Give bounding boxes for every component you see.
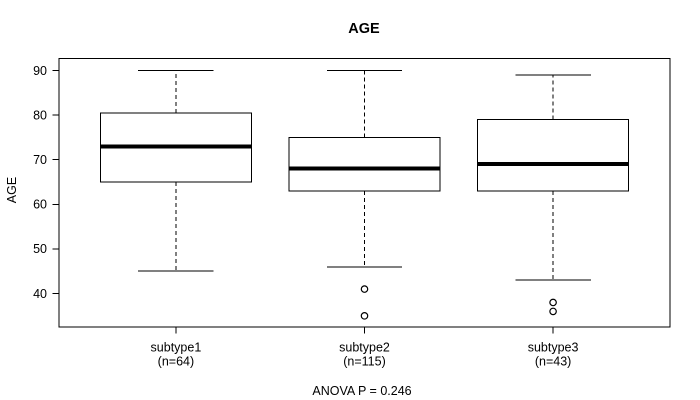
y-tick-label: 70 [33,153,47,167]
boxplot-subtype2 [288,70,441,320]
y-axis: 40 50 60 70 80 90 [33,64,59,301]
x-category-label: subtype3 [528,341,579,355]
y-tick-label: 40 [33,287,47,301]
boxplot-subtype3 [477,74,630,316]
anova-annotation: ANOVA P = 0.246 [312,384,411,398]
x-category-label: subtype1 [151,341,202,355]
outlier-point [549,298,557,307]
boxplot-subtype1 [99,70,252,272]
outlier-point [360,285,369,293]
chart-title: AGE [348,21,380,37]
boxplot-series [99,70,630,320]
box [477,119,630,192]
x-axis: subtype1(n=64) subtype2(n=115) subtype3(n=… [151,327,579,369]
y-tick-label: 90 [33,64,47,78]
y-tick-label: 80 [33,108,47,122]
outlier-point [360,312,369,320]
y-tick-label: 50 [33,242,47,256]
outlier-point [549,307,557,316]
x-category-label: subtype2 [339,341,390,355]
x-category-sublabel: (n=43) [535,355,571,369]
y-tick-label: 60 [33,198,47,212]
box [288,136,441,192]
x-category-sublabel: (n=64) [158,355,194,369]
y-axis-title: AGE [5,177,19,203]
x-category-sublabel: (n=115) [343,355,386,369]
